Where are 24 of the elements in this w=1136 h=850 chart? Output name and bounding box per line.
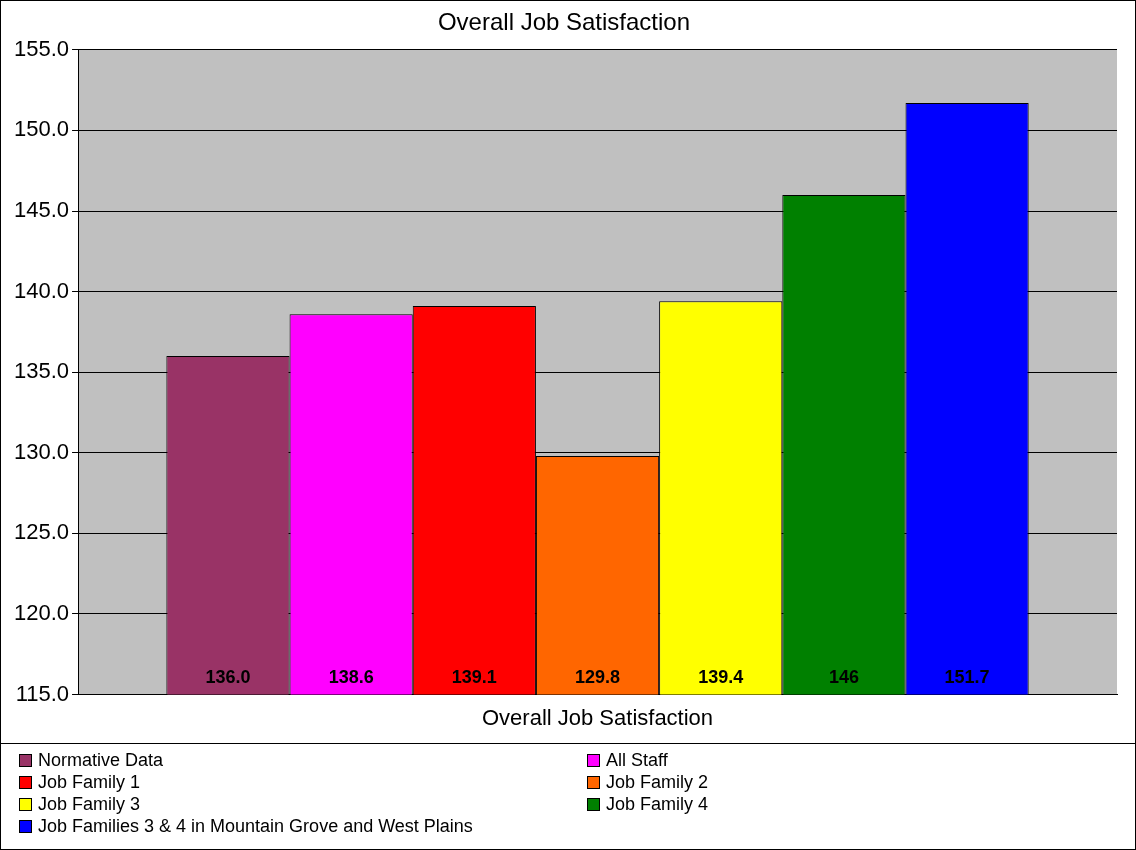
data-label: 139.1 (451, 666, 497, 687)
chart-title: Overall Job Satisfaction (437, 8, 691, 36)
legend-label: Job Family 1 (38, 771, 141, 793)
legend-label: Job Families 3 & 4 in Mountain Grove and West Plains (38, 815, 473, 837)
legend-label: Job Family 2 (606, 771, 709, 793)
y-tick-label: 140.0 (13, 277, 70, 303)
y-tick-label: 155.0 (13, 35, 70, 61)
data-label: 139.4 (698, 666, 744, 687)
legend-label: All Staff (606, 749, 668, 771)
y-tick-label: 120.0 (13, 600, 70, 626)
legend-label: Normative Data (38, 749, 164, 771)
y-tick-label: 125.0 (13, 519, 70, 545)
y-tick-label: 135.0 (13, 358, 70, 384)
y-tick-label: 115.0 (15, 680, 70, 706)
data-label: 129.8 (575, 666, 621, 687)
legend-label: Job Family 3 (38, 793, 141, 815)
data-label: 146 (828, 666, 859, 687)
y-tick-label: 150.0 (13, 116, 70, 142)
data-label: 151.7 (944, 666, 990, 687)
legend-label: Job Family 4 (606, 793, 709, 815)
data-label: 138.6 (328, 666, 374, 687)
y-tick-label: 130.0 (13, 438, 70, 464)
data-label: 136.0 (205, 666, 251, 687)
y-tick-label: 145.0 (13, 197, 70, 223)
